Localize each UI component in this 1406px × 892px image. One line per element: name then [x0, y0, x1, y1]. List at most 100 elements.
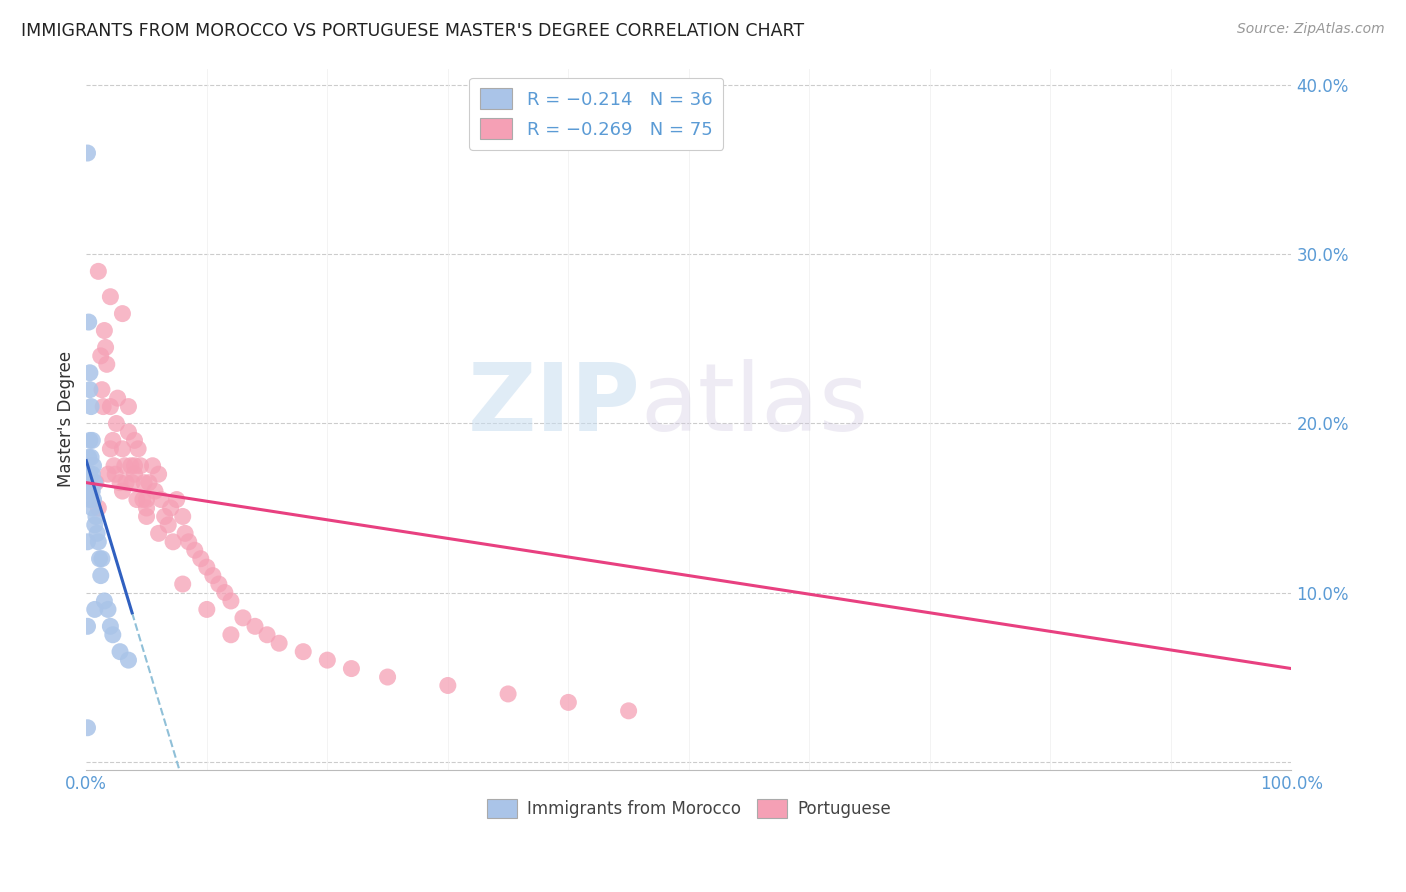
Point	[208, 577, 231, 591]
Point	[617, 704, 640, 718]
Point	[340, 662, 363, 676]
Point	[157, 517, 180, 532]
Point	[108, 475, 131, 490]
Point	[79, 467, 101, 482]
Point	[117, 425, 139, 439]
Point	[135, 509, 157, 524]
Point	[76, 534, 98, 549]
Point	[79, 434, 101, 448]
Point	[104, 467, 127, 482]
Point	[79, 366, 101, 380]
Point	[100, 619, 122, 633]
Point	[111, 484, 134, 499]
Point	[172, 509, 194, 524]
Point	[77, 484, 100, 499]
Point	[201, 568, 224, 582]
Point	[377, 670, 399, 684]
Point	[153, 509, 176, 524]
Point	[89, 551, 111, 566]
Point	[117, 653, 139, 667]
Point	[292, 645, 315, 659]
Point	[91, 400, 114, 414]
Point	[496, 687, 519, 701]
Point	[91, 551, 114, 566]
Point	[77, 315, 100, 329]
Point	[142, 458, 165, 473]
Point	[117, 400, 139, 414]
Point	[84, 475, 107, 490]
Point	[79, 383, 101, 397]
Point	[148, 526, 170, 541]
Point	[138, 475, 160, 490]
Text: Source: ZipAtlas.com: Source: ZipAtlas.com	[1237, 22, 1385, 37]
Point	[101, 628, 124, 642]
Point	[190, 551, 212, 566]
Point	[124, 458, 146, 473]
Point	[90, 349, 112, 363]
Point	[107, 391, 129, 405]
Point	[177, 534, 200, 549]
Point	[100, 442, 122, 456]
Point	[159, 501, 181, 516]
Point	[93, 324, 115, 338]
Point	[124, 434, 146, 448]
Point	[195, 602, 218, 616]
Point	[101, 434, 124, 448]
Point	[316, 653, 339, 667]
Point	[214, 585, 236, 599]
Point	[195, 560, 218, 574]
Point	[103, 458, 125, 473]
Point	[127, 442, 149, 456]
Point	[83, 492, 105, 507]
Point	[115, 475, 138, 490]
Point	[108, 645, 131, 659]
Point	[82, 484, 104, 499]
Point	[174, 526, 197, 541]
Point	[87, 501, 110, 516]
Point	[143, 484, 166, 499]
Point	[76, 721, 98, 735]
Point	[135, 501, 157, 516]
Point	[184, 543, 207, 558]
Point	[100, 400, 122, 414]
Point	[162, 534, 184, 549]
Point	[82, 501, 104, 516]
Point	[114, 458, 136, 473]
Point	[97, 602, 120, 616]
Text: atlas: atlas	[641, 359, 869, 451]
Point	[91, 383, 114, 397]
Y-axis label: Master's Degree: Master's Degree	[58, 351, 75, 487]
Point	[256, 628, 278, 642]
Point	[96, 357, 118, 371]
Point	[219, 628, 242, 642]
Legend: Immigrants from Morocco, Portuguese: Immigrants from Morocco, Portuguese	[479, 792, 898, 825]
Point	[150, 492, 173, 507]
Point	[83, 517, 105, 532]
Point	[86, 526, 108, 541]
Point	[135, 492, 157, 507]
Point	[94, 340, 117, 354]
Point	[84, 509, 107, 524]
Point	[79, 492, 101, 507]
Point	[269, 636, 291, 650]
Point	[80, 400, 103, 414]
Point	[124, 467, 146, 482]
Point	[166, 492, 188, 507]
Point	[80, 484, 103, 499]
Point	[80, 450, 103, 465]
Point	[111, 307, 134, 321]
Point	[83, 602, 105, 616]
Point	[90, 568, 112, 582]
Point	[87, 534, 110, 549]
Point	[125, 492, 148, 507]
Point	[105, 417, 128, 431]
Point	[557, 695, 579, 709]
Point	[437, 678, 460, 692]
Point	[172, 577, 194, 591]
Point	[97, 467, 120, 482]
Point	[129, 458, 152, 473]
Point	[93, 594, 115, 608]
Point	[232, 611, 254, 625]
Point	[76, 146, 98, 161]
Point	[120, 458, 142, 473]
